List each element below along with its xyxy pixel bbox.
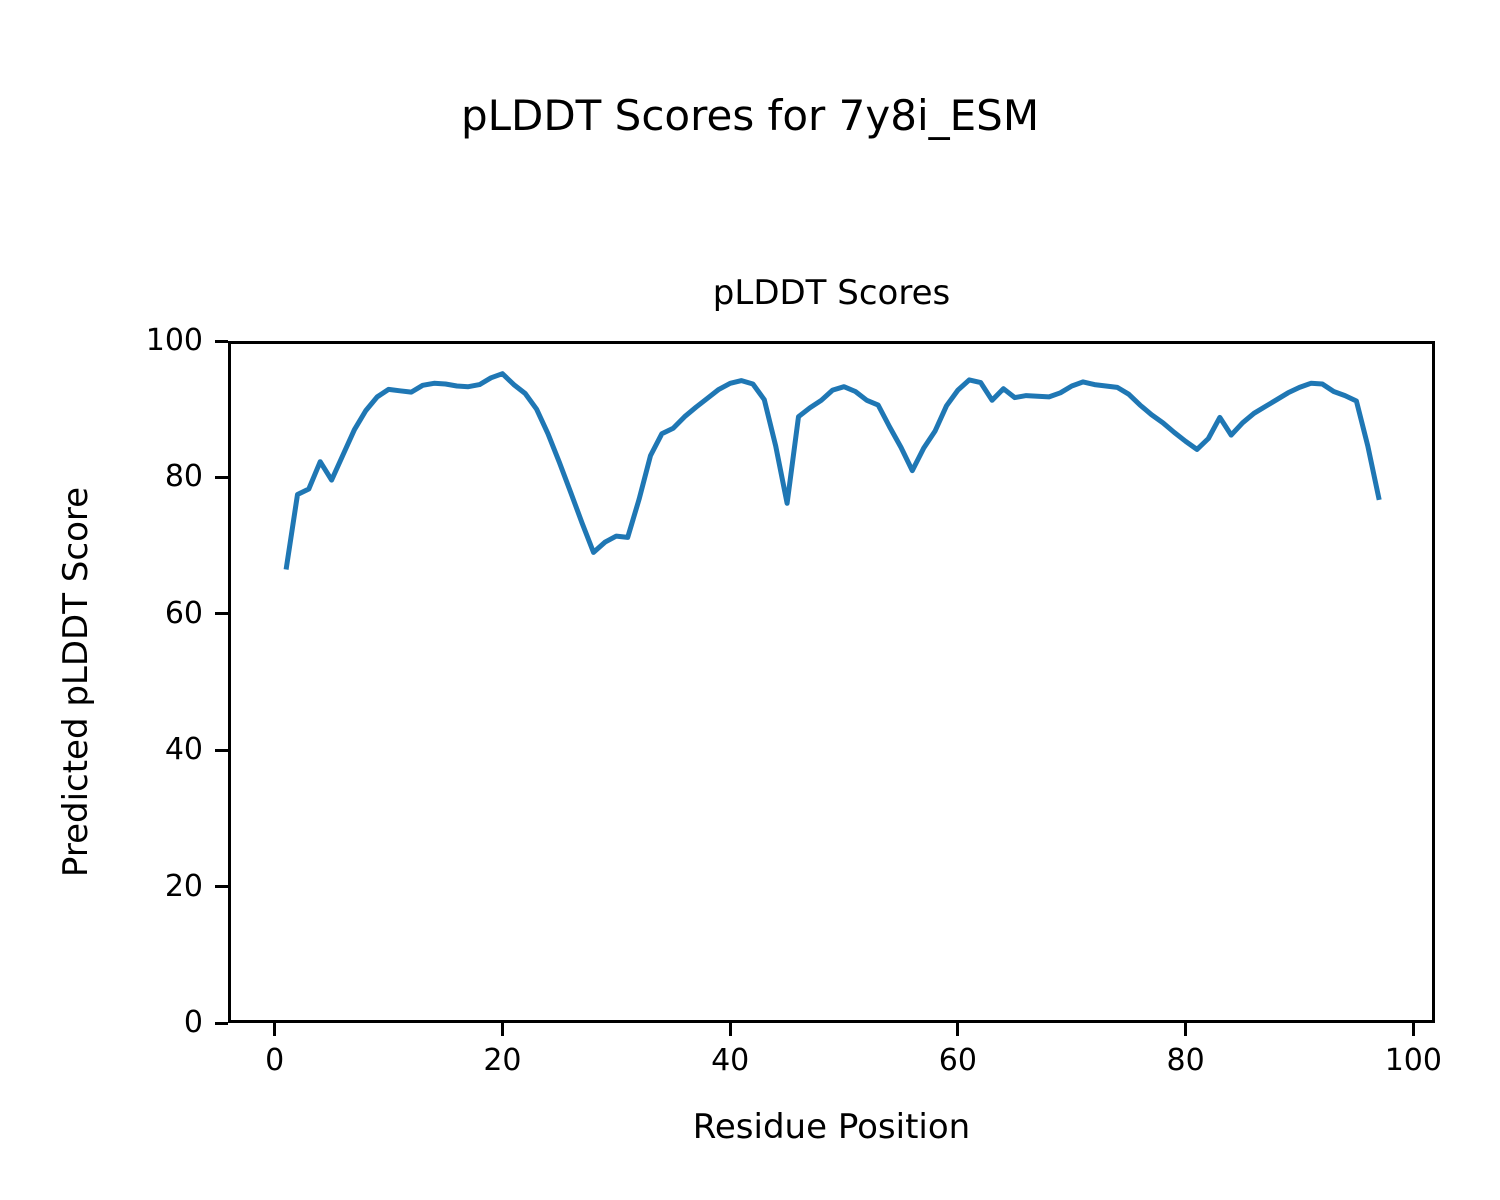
y-tick-mark [215, 885, 228, 889]
x-tick-mark [1411, 1023, 1415, 1036]
y-tick-label: 40 [164, 732, 203, 768]
plot-area [228, 341, 1435, 1023]
figure-title: pLDDT Scores for 7y8i_ESM [460, 91, 1040, 140]
x-tick-label: 60 [938, 1043, 977, 1078]
x-tick-label: 20 [483, 1043, 522, 1078]
x-tick-mark [500, 1023, 504, 1036]
x-tick-mark [273, 1023, 277, 1036]
axes-title: pLDDT Scores [712, 273, 951, 313]
y-tick-label: 60 [164, 595, 203, 631]
x-tick-label: 40 [711, 1043, 750, 1078]
y-tick-mark [215, 1021, 228, 1025]
y-axis-label: Predicted pLDDT Score [56, 486, 96, 878]
x-tick-label: 0 [265, 1043, 285, 1078]
x-tick-mark [956, 1023, 960, 1036]
line-chart [283, 371, 1382, 570]
x-tick-label: 100 [1384, 1043, 1442, 1078]
y-tick-mark [215, 748, 228, 752]
x-tick-mark [728, 1023, 732, 1036]
y-tick-label: 80 [164, 459, 203, 495]
x-axis-label: Residue Position [692, 1107, 971, 1147]
y-tick-mark [215, 339, 228, 343]
x-tick-label: 80 [1166, 1043, 1205, 1078]
y-tick-label: 0 [183, 1005, 203, 1040]
x-tick-mark [1184, 1023, 1188, 1036]
y-tick-mark [215, 475, 228, 479]
y-tick-label: 100 [145, 323, 203, 358]
y-tick-mark [215, 612, 228, 616]
y-tick-label: 20 [164, 868, 203, 904]
plddt-line-series [283, 371, 1382, 570]
